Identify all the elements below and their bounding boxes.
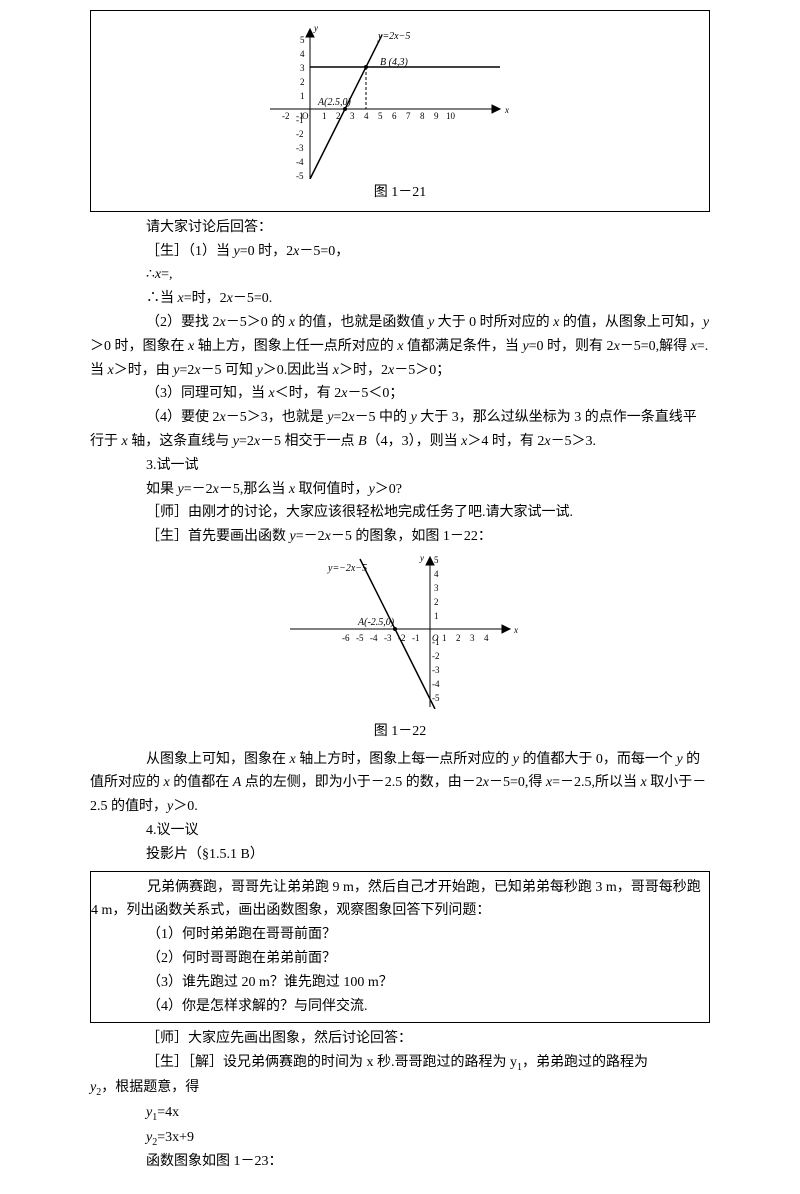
text-p13: 4.议一议: [90, 819, 710, 843]
text-p01: 请大家讨论后回答：: [90, 216, 710, 240]
svg-text:5: 5: [434, 555, 439, 565]
svg-text:10: 10: [446, 111, 456, 121]
svg-text:-5: -5: [432, 693, 440, 703]
text-p03: ∴x=,: [90, 263, 710, 287]
box-b3: （2）何时哥哥跑在弟弟前面？: [91, 947, 709, 971]
figure-2-graph: -6-5-4 -3-2-1 1234 x O 123 45 -1-2-3 -4-…: [270, 549, 530, 709]
svg-text:8: 8: [420, 111, 425, 121]
tail-t5: 函数图象如图 1－23：: [90, 1150, 710, 1174]
svg-text:-3: -3: [432, 665, 440, 675]
figure-1-graph: -2-1 123 456 789 10 x O 123 45 -1-2-3 -4…: [250, 19, 550, 179]
svg-text:1: 1: [442, 633, 447, 643]
svg-text:-2: -2: [282, 111, 290, 121]
svg-text:B (4,3): B (4,3): [380, 57, 408, 68]
tail-t4: y2=3x+9: [90, 1126, 710, 1151]
tail-t3: y1=4x: [90, 1101, 710, 1126]
box-b1: 兄弟俩赛跑，哥哥先让弟弟跑 9 m，然后自己才开始跑，已知弟弟每秒跑 3 m，哥…: [91, 876, 709, 924]
text-p05: （2）要找 2x－5＞0 的 x 的值，也就是函数值 y 大于 0 时所对应的 …: [90, 311, 710, 382]
svg-text:-1: -1: [412, 633, 420, 643]
figure-1-caption: 图 1－21: [91, 181, 709, 205]
figure-1-box: -2-1 123 456 789 10 x O 123 45 -1-2-3 -4…: [90, 10, 710, 212]
svg-text:6: 6: [392, 111, 397, 121]
text-p14: 投影片（§1.5.1 B）: [90, 843, 710, 867]
svg-text:2: 2: [300, 77, 305, 87]
svg-text:-2: -2: [296, 129, 304, 139]
svg-text:2: 2: [456, 633, 461, 643]
box-b4: （3）谁先跑过 20 m？谁先跑过 100 m？: [91, 971, 709, 995]
svg-text:-3: -3: [384, 633, 392, 643]
text-p02: ［生］（1）当 y=0 时，2x－5=0，: [90, 240, 710, 264]
svg-text:-2: -2: [432, 651, 440, 661]
svg-text:-5: -5: [356, 633, 364, 643]
svg-text:-4: -4: [296, 157, 304, 167]
svg-text:4: 4: [434, 569, 439, 579]
svg-text:1: 1: [434, 611, 439, 621]
text-p12: 从图象上可知，图象在 x 轴上方时，图象上每一点所对应的 y 的值都大于 0，而…: [90, 748, 710, 819]
text-p07: （4）要使 2x－5＞3，也就是 y=2x－5 中的 y 大于 3，那么过纵坐标…: [90, 406, 710, 454]
svg-text:3: 3: [350, 111, 355, 121]
text-p04: ∴当 x=时，2x－5=0.: [90, 287, 710, 311]
svg-text:x: x: [513, 625, 518, 635]
text-p10: ［师］由刚才的讨论，大家应该很轻松地完成任务了吧.请大家试一试.: [90, 501, 710, 525]
box-b2: （1）何时弟弟跑在哥哥前面？: [91, 923, 709, 947]
svg-text:2: 2: [434, 597, 439, 607]
text-p06: （3）同理可知，当 x＜时，有 2x－5＜0；: [90, 382, 710, 406]
svg-text:-1: -1: [432, 637, 440, 647]
svg-text:9: 9: [434, 111, 439, 121]
svg-text:4: 4: [364, 111, 369, 121]
svg-text:5: 5: [378, 111, 383, 121]
svg-text:-5: -5: [296, 171, 304, 179]
svg-text:-1: -1: [296, 115, 304, 125]
svg-text:1: 1: [300, 91, 305, 101]
svg-text:y=2x−5: y=2x−5: [377, 31, 410, 42]
text-p11: ［生］首先要画出函数 y=－2x－5 的图象，如图 1－22：: [90, 525, 710, 549]
figure-2-caption: 图 1－22: [90, 720, 710, 744]
svg-text:A(2.5,0): A(2.5,0): [317, 97, 351, 108]
svg-text:-3: -3: [296, 143, 304, 153]
tail-t2: ［生］［解］设兄弟俩赛跑的时间为 x 秒.哥哥跑过的路程为 y1，弟弟跑过的路程…: [90, 1051, 710, 1101]
tail-t1: ［师］大家应先画出图象，然后讨论回答：: [90, 1027, 710, 1051]
box-b5: （4）你是怎样求解的？与同伴交流.: [91, 995, 709, 1019]
text-p08: 3.试一试: [90, 454, 710, 478]
figure-2-box: -6-5-4 -3-2-1 1234 x O 123 45 -1-2-3 -4-…: [90, 549, 710, 744]
problem-box: 兄弟俩赛跑，哥哥先让弟弟跑 9 m，然后自己才开始跑，已知弟弟每秒跑 3 m，哥…: [90, 871, 710, 1024]
svg-text:3: 3: [470, 633, 475, 643]
svg-text:3: 3: [300, 63, 305, 73]
svg-text:x: x: [504, 105, 509, 115]
svg-text:5: 5: [300, 35, 305, 45]
svg-text:A(-2.5,0): A(-2.5,0): [357, 617, 395, 628]
svg-text:y: y: [419, 553, 424, 563]
svg-text:-6: -6: [342, 633, 350, 643]
svg-text:y: y: [313, 23, 318, 33]
svg-text:-4: -4: [432, 679, 440, 689]
svg-text:7: 7: [406, 111, 411, 121]
svg-text:3: 3: [434, 583, 439, 593]
svg-text:1: 1: [322, 111, 327, 121]
svg-text:4: 4: [300, 49, 305, 59]
svg-text:-4: -4: [370, 633, 378, 643]
svg-text:y=−2x−5: y=−2x−5: [327, 563, 367, 574]
text-p09: 如果 y=－2x－5,那么当 x 取何值时，y＞0?: [90, 478, 710, 502]
svg-text:4: 4: [484, 633, 489, 643]
